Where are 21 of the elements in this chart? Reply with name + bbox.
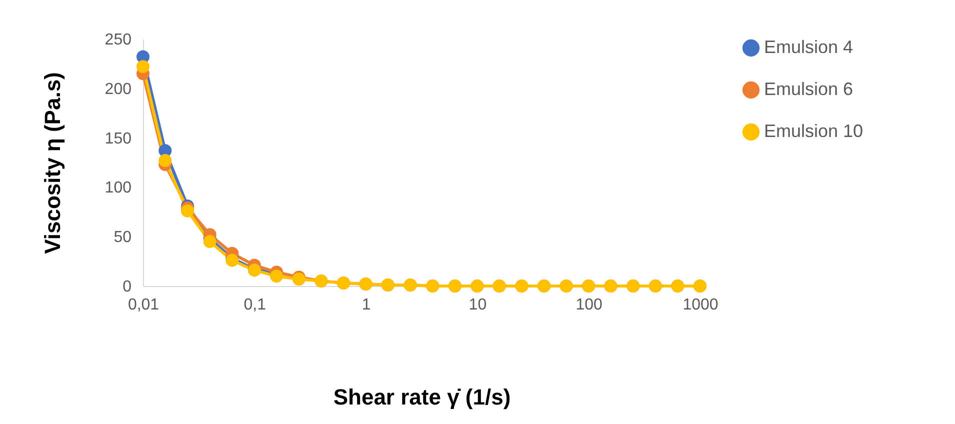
- x-tick-label: 0,01: [128, 296, 160, 314]
- x-tick-label: 10: [468, 296, 487, 314]
- x-tick-label: 100: [576, 296, 603, 314]
- x-tick-label: 1000: [682, 296, 718, 314]
- y-tick-label: 0: [122, 278, 132, 296]
- y-tick-label: 150: [104, 130, 132, 148]
- y-tick-label: 250: [104, 32, 132, 48]
- point: [158, 154, 172, 168]
- point: [136, 60, 150, 74]
- y-tick-label: 50: [114, 229, 132, 246]
- x-tick-label: 0,1: [244, 296, 266, 314]
- point: [181, 204, 194, 218]
- legend-label: Emulsion 6: [764, 79, 854, 99]
- y-tick-label: 200: [104, 80, 132, 98]
- x-axis-title: Shear rate γ̇ (1/s): [333, 384, 511, 410]
- legend-label: Emulsion 4: [764, 37, 854, 57]
- point: [203, 235, 216, 248]
- legend-label: Emulsion 10: [764, 121, 864, 141]
- y-tick-label: 100: [104, 180, 132, 197]
- x-tick-label: 1: [362, 296, 371, 314]
- y-axis-title: Viscosity η (Pa.s): [40, 72, 65, 254]
